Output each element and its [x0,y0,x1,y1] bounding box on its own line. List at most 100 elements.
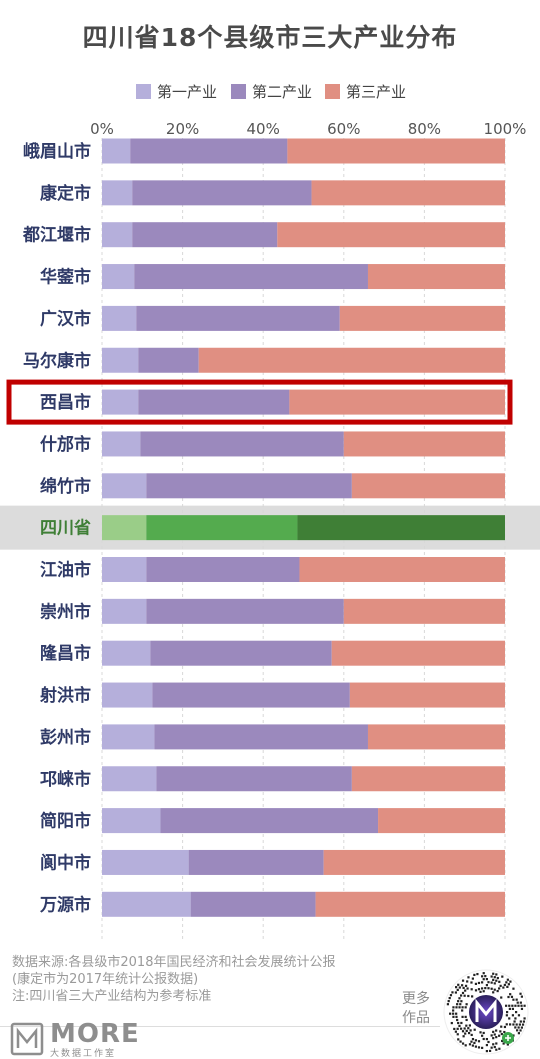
bar-segment [132,180,312,206]
bar-segment [351,473,505,499]
footer-divider [0,1026,440,1027]
x-tick-label: 0% [90,120,114,138]
category-label: 江油市 [40,560,91,581]
bar-segment [102,808,161,834]
bar-segment [367,724,505,750]
bar-segment [323,849,505,875]
legend-item-secondary: 第二产业 [231,80,312,102]
bar-segment [188,849,324,875]
bar-segment [152,682,350,708]
bar-segment [138,389,290,415]
x-tick-label: 80% [408,120,441,138]
bar-segment [136,305,340,331]
more-works-line: 作品 [402,1010,430,1026]
bar-segment [146,473,352,499]
logo-mark-icon [10,1022,44,1056]
bar-segment [146,557,300,582]
legend-swatch-primary [136,83,151,99]
category-label: 简阳市 [40,811,91,832]
bar-segment [102,180,133,206]
bar-segment [156,766,352,792]
category-label: 峨眉山市 [23,141,91,162]
bar-segment [102,264,135,290]
bar-segment [102,682,153,708]
category-label: 崇州市 [40,601,91,622]
legend-swatch-tertiary [325,83,340,99]
bar-segment [102,473,147,499]
bar-segment [140,431,344,457]
bar-segment [378,808,505,834]
category-label: 西昌市 [40,392,91,413]
legend-label-primary: 第一产业 [157,82,218,101]
chart-title: 四川省18个县级市三大产业分布 [82,23,458,52]
legend-label-tertiary: 第三产业 [346,82,407,101]
category-label: 射洪市 [39,685,91,706]
bar-segment [311,180,505,206]
bar-segment [299,557,505,582]
bar-segment [102,305,137,331]
bar-segment [102,557,147,582]
bar-segment [102,766,157,792]
bar-segment [367,264,505,290]
bar-segment [287,138,505,164]
more-logo: MORE 大数据工作室 [10,1019,140,1059]
x-tick-label: 100% [484,120,527,138]
bar-segment [130,138,288,164]
more-works-line: 更多 [402,991,430,1007]
bar-segment [102,222,133,248]
note-line: 注:四川省三大产业结构为参考标准 [12,989,212,1004]
logo-subtitle: 大数据工作室 [50,1049,117,1059]
bar-segment [146,598,344,624]
category-label: 广汉市 [40,308,91,329]
source-line: 数据来源:各县级市2018年国民经济和社会发展统计公报 [12,955,336,970]
bar-segment [349,682,505,708]
bar-segment [277,222,505,248]
source-line: (康定市为2017年统计公报数据) [12,972,199,987]
bar-segment [146,515,298,541]
bar-segment [102,389,139,415]
bar-segment [297,515,505,541]
bar-segment [154,724,368,750]
bar-segment [134,264,368,290]
bar-segment [102,724,155,750]
bar-segment [331,640,505,666]
bar-segment [102,138,131,164]
source-note: 数据来源:各县级市2018年国民经济和社会发展统计公报 (康定市为2017年统计… [12,954,335,1005]
category-label: 四川省 [40,518,91,539]
legend-item-tertiary: 第三产业 [325,80,406,102]
logo-word: MORE [50,1019,140,1049]
bar-segment [102,431,141,457]
highlight-frame [6,379,513,425]
bar-segment [138,347,199,373]
category-label: 邛崃市 [40,769,91,790]
category-label: 什邡市 [40,434,91,455]
bar-segment [102,347,139,373]
legend-swatch-secondary [231,83,246,99]
bar-segment [102,640,151,666]
bar-segment [339,305,505,331]
category-label: 隆昌市 [40,643,91,664]
mini-program-code-icon[interactable] [442,968,530,1056]
bar-segment [315,891,505,917]
bar-segment [102,891,191,917]
bar-segment [351,766,505,792]
bar-segment [102,515,147,541]
bar-segment [150,640,332,666]
bar-segment [190,891,316,917]
stacked-bar-chart: 0% 20% 40% 60% 80% 100% 峨眉山市康定市都江堰市华蓥市广汉市马尔康市西… [0,120,540,940]
legend-item-primary: 第一产业 [136,80,217,102]
legend: 第一产业 第二产业 第三产业 [0,80,540,102]
bar-segment [343,598,505,624]
more-works-label[interactable]: 更多 作品 [402,990,430,1028]
category-label: 阆中市 [40,852,91,873]
bar-segment [198,347,505,373]
bar-segment [102,849,189,875]
bar-segment [160,808,379,834]
x-tick-label: 40% [247,120,280,138]
bar-segment [343,431,505,457]
legend-label-secondary: 第二产业 [252,82,313,101]
category-label: 马尔康市 [23,350,91,371]
bar-segment [289,389,505,415]
category-label: 华蓥市 [40,267,91,288]
category-label: 绵竹市 [40,476,91,497]
